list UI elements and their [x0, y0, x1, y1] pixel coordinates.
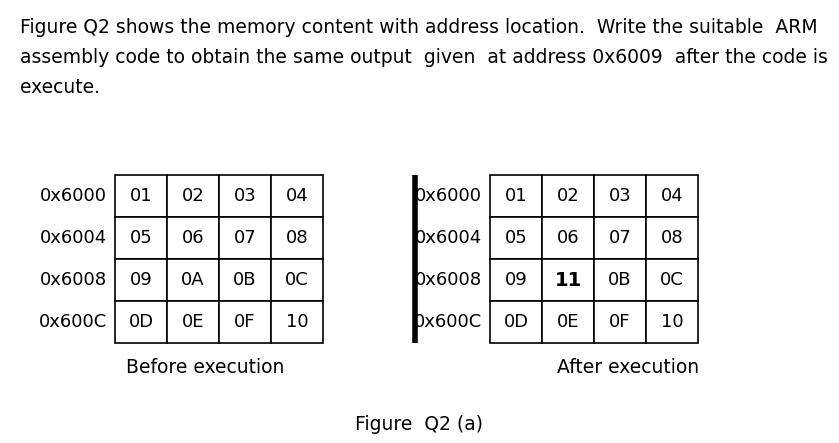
Text: 10: 10: [286, 313, 308, 331]
Text: 0D: 0D: [503, 313, 529, 331]
Text: 04: 04: [285, 187, 309, 205]
Bar: [219, 175, 271, 217]
Text: 06: 06: [557, 229, 579, 247]
Text: 10: 10: [660, 313, 683, 331]
Bar: [542, 301, 594, 343]
Bar: [115, 259, 167, 301]
Text: 03: 03: [608, 187, 632, 205]
Bar: [542, 259, 594, 301]
Bar: [490, 301, 542, 343]
Text: 09: 09: [129, 271, 153, 289]
Bar: [646, 301, 698, 343]
Bar: [167, 217, 219, 259]
Bar: [594, 301, 646, 343]
Text: 06: 06: [182, 229, 205, 247]
Text: 0E: 0E: [182, 313, 204, 331]
Bar: [115, 301, 167, 343]
Bar: [167, 301, 219, 343]
Text: 0x6008: 0x6008: [414, 271, 482, 289]
Text: 0F: 0F: [234, 313, 256, 331]
Text: 0A: 0A: [181, 271, 205, 289]
Text: 0E: 0E: [557, 313, 579, 331]
Bar: [646, 259, 698, 301]
Text: 08: 08: [660, 229, 683, 247]
Bar: [594, 175, 646, 217]
Text: 0F: 0F: [609, 313, 631, 331]
Text: assembly code to obtain the same output  given  at address 0x6009  after the cod: assembly code to obtain the same output …: [20, 48, 828, 67]
Text: 02: 02: [181, 187, 205, 205]
Text: Figure  Q2 (a): Figure Q2 (a): [355, 415, 483, 434]
Bar: [167, 259, 219, 301]
Bar: [219, 259, 271, 301]
Text: 01: 01: [130, 187, 153, 205]
Text: 0x6004: 0x6004: [39, 229, 107, 247]
Text: 0x600C: 0x600C: [414, 313, 482, 331]
Text: 03: 03: [233, 187, 257, 205]
Bar: [646, 217, 698, 259]
Bar: [115, 217, 167, 259]
Text: 0D: 0D: [128, 313, 154, 331]
Text: 07: 07: [608, 229, 632, 247]
Text: 0x6000: 0x6000: [40, 187, 107, 205]
Text: 04: 04: [660, 187, 684, 205]
Bar: [271, 175, 323, 217]
Bar: [271, 301, 323, 343]
Bar: [115, 175, 167, 217]
Text: 05: 05: [129, 229, 153, 247]
Text: 0B: 0B: [608, 271, 632, 289]
Text: 0C: 0C: [285, 271, 309, 289]
Bar: [490, 217, 542, 259]
Text: After execution: After execution: [557, 358, 699, 377]
Bar: [490, 175, 542, 217]
Text: 05: 05: [504, 229, 528, 247]
Text: 01: 01: [505, 187, 528, 205]
Bar: [490, 259, 542, 301]
Text: Before execution: Before execution: [126, 358, 284, 377]
Bar: [219, 217, 271, 259]
Text: 0C: 0C: [660, 271, 684, 289]
Text: 08: 08: [286, 229, 308, 247]
Text: 0x6004: 0x6004: [414, 229, 482, 247]
Text: 0x6000: 0x6000: [415, 187, 482, 205]
Text: 07: 07: [233, 229, 257, 247]
Text: Figure Q2 shows the memory content with address location.  Write the suitable  A: Figure Q2 shows the memory content with …: [20, 18, 818, 37]
Bar: [542, 175, 594, 217]
Bar: [542, 217, 594, 259]
Bar: [646, 175, 698, 217]
Text: 11: 11: [555, 271, 581, 289]
Bar: [271, 259, 323, 301]
Bar: [167, 175, 219, 217]
Text: 0x600C: 0x600C: [39, 313, 107, 331]
Bar: [271, 217, 323, 259]
Text: 02: 02: [556, 187, 580, 205]
Text: execute.: execute.: [20, 78, 100, 97]
Text: 0B: 0B: [233, 271, 257, 289]
Text: 09: 09: [504, 271, 528, 289]
Bar: [219, 301, 271, 343]
Bar: [594, 217, 646, 259]
Bar: [594, 259, 646, 301]
Text: 0x6008: 0x6008: [40, 271, 107, 289]
